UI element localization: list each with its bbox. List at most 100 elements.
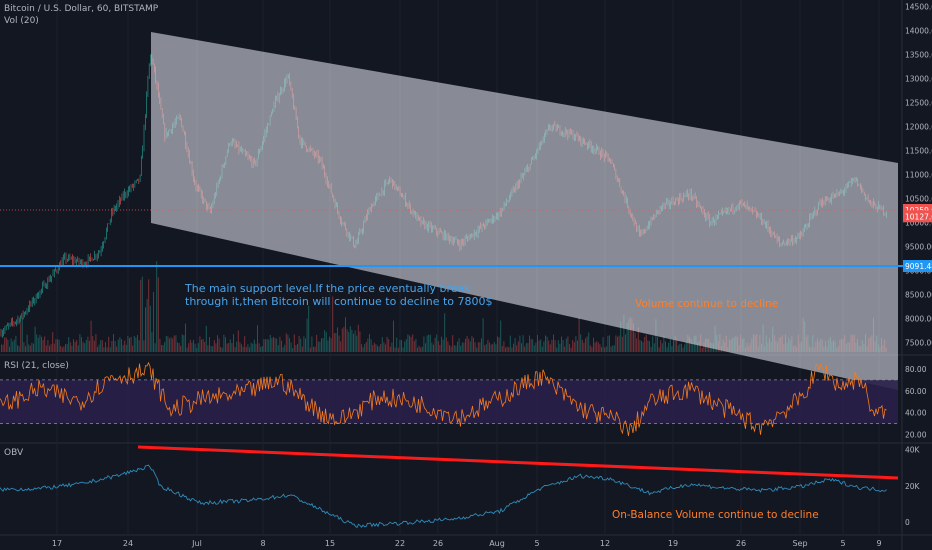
volume-bar [618,335,620,352]
volume-bar [293,334,295,352]
volume-bar [484,345,486,352]
volume-bar [297,343,298,352]
price-axis-tick: 13500.00 [905,50,932,59]
volume-bar [372,344,374,352]
volume-bar [417,347,418,352]
time-axis-tick: 19 [668,539,678,548]
volume-bar [329,336,330,352]
rsi-pane [0,361,898,437]
descending-channel[interactable] [151,32,898,390]
volume-bar [92,336,94,352]
support-annotation-line2: through it,then Bitcoin will continue to… [185,295,493,308]
volume-bar [76,340,78,352]
volume-bar [145,307,146,352]
volume-bar [668,342,670,352]
volume-bar [330,338,332,352]
volume-bar [409,335,410,352]
volume-bar [497,336,498,352]
volume-bar [138,340,140,352]
volume-bar [26,334,28,352]
price-axis-tick: 14000.00 [905,26,932,35]
volume-bar [410,336,412,352]
volume-bar [273,336,274,352]
volume-bar [82,342,84,352]
volume-bar [44,336,46,352]
volume-bar [461,342,463,352]
volume-bar [298,335,300,352]
volume-bar [10,338,12,352]
volume-bar [575,336,577,352]
volume-bar [269,334,271,352]
volume-bar [90,320,92,352]
time-axis-tick: Sep [792,539,807,548]
volume-bar [391,342,393,352]
volume-bar [665,341,666,352]
volume-bar [386,336,388,352]
volume-bar [479,342,481,352]
volume-bar [377,345,378,352]
symbol-title: Bitcoin / U.S. Dollar, 60, BITSTAMP [4,4,159,14]
volume-bar [445,337,447,352]
volume-bar [642,342,644,352]
volume-bar [1,344,2,352]
volume-bar [669,338,671,352]
volume-bar [521,343,522,352]
volume-bar [698,341,700,352]
volume-bar [2,344,4,352]
time-axis-tick: 5 [840,539,845,548]
volume-bar [573,342,575,352]
volume-bar [205,325,207,352]
volume-bar [37,337,39,352]
volume-bar [28,344,30,352]
volume-bar [404,341,406,352]
obv-axis-tick: 40K [905,446,921,455]
volume-bar [175,335,177,352]
volume-bar [375,344,377,352]
volume-bar [365,341,367,352]
volume-bar [433,344,434,352]
time-axis-tick: 26 [736,539,746,548]
volume-bar [305,338,306,352]
volume-bar [394,347,396,352]
volume-bar [621,336,623,352]
volume-bar [93,340,95,352]
volume-bar [503,341,505,352]
volume-bar [73,339,74,352]
volume-bar [338,335,340,352]
volume-bar [95,334,97,352]
volume-bar [103,347,105,352]
volume-bar [653,343,655,352]
volume-bar [666,347,668,352]
volume-bar [385,344,386,352]
volume-bar [481,338,482,352]
volume-bar [602,337,604,352]
volume-bar [644,336,646,352]
volume-bar [197,343,199,352]
volume-bar [444,313,446,352]
price-axis-tick: 11000.00 [905,170,932,179]
volume-bar [325,332,327,352]
volume-bar [127,335,129,352]
volume-bar [210,346,212,352]
volume-bar [477,342,479,352]
volume-bar [356,335,358,352]
volume-bar [231,342,233,352]
volume-bar [71,345,73,352]
volume-bar [335,332,337,352]
support-price-tag: 9091.48 [905,262,932,271]
volume-bar [685,341,687,352]
volume-bar [647,340,649,352]
volume-bar [468,338,470,352]
volume-bar [185,323,186,352]
price-axis-tick: 14500.00 [905,2,932,11]
price-axis-tick: 12500.00 [905,98,932,107]
volume-bar [420,347,422,352]
volume-bar [109,347,111,352]
volume-bar [228,342,230,352]
volume-bar [234,347,236,352]
volume-bar [593,337,594,352]
volume-bar [324,330,326,352]
volume-bar [612,345,614,352]
volume-bar [165,335,167,352]
